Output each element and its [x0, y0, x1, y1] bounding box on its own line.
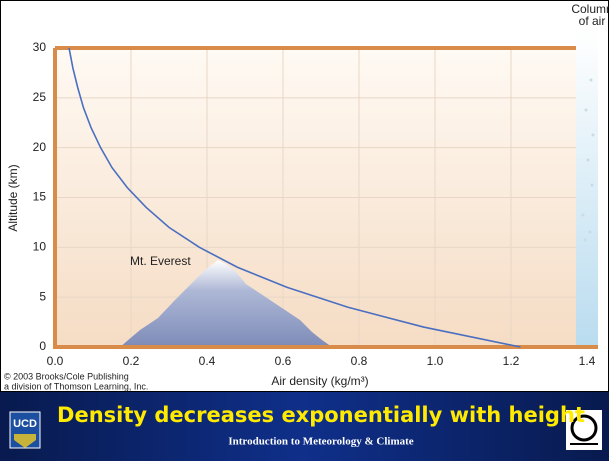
x-tick-label: 0.0 — [47, 354, 64, 368]
x-tick-label: 0.4 — [199, 354, 216, 368]
x-tick-label: 1.2 — [503, 354, 520, 368]
y-tick-label: 15 — [33, 190, 47, 204]
credit: a division of Thomson Learning, Inc. — [4, 381, 148, 391]
y-tick-label: 10 — [33, 240, 47, 254]
x-tick-label: 1.0 — [427, 354, 444, 368]
y-tick-label: 5 — [39, 289, 46, 303]
banner-subtitle: Introduction to Meteorology & Climate — [228, 436, 413, 448]
logo-right — [566, 410, 602, 450]
y-axis-label: Altitude (km) — [6, 164, 20, 231]
x-tick-label: 0.8 — [351, 354, 368, 368]
column-label: Column — [571, 2, 609, 16]
axis-frame — [53, 46, 598, 349]
y-tick-label: 30 — [33, 40, 47, 54]
credit: © 2003 Brooks/Cole Publishing — [4, 371, 129, 381]
y-tick-label: 25 — [33, 90, 47, 104]
banner — [0, 392, 609, 461]
air-dots — [581, 78, 595, 242]
x-tick-label: 0.6 — [275, 354, 292, 368]
air-column — [576, 30, 598, 347]
column-label: of air — [579, 14, 606, 28]
logo-text: UCD — [13, 418, 37, 430]
x-axis-label: Air density (kg/m³) — [271, 374, 368, 388]
y-tick-label: 20 — [33, 140, 47, 154]
mountain — [120, 260, 332, 347]
y-tick-label: 0 — [39, 339, 46, 353]
logo-shield — [14, 434, 36, 448]
density-curve — [68, 47, 521, 348]
x-tick-label: 0.2 — [123, 354, 140, 368]
annotation: Mt. Everest — [130, 254, 191, 268]
banner-title: Density decreases exponentially with hei… — [57, 403, 585, 427]
x-tick-label: 1.4 — [579, 354, 596, 368]
